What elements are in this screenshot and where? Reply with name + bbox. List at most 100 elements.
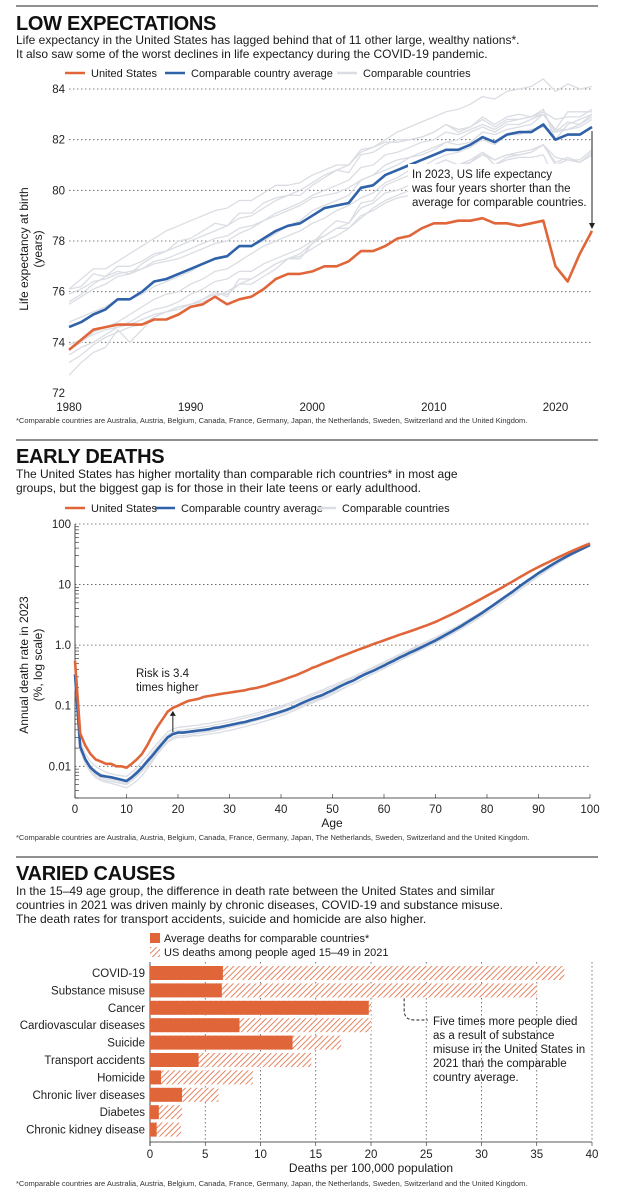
chart2-gap-arrowhead (169, 710, 176, 716)
chart-varied-causes: VARIED CAUSES In the 15–49 age group, th… (16, 856, 599, 1188)
chart2-x-tick-labels: 0 10 20 30 40 50 60 70 80 90 100 (72, 804, 600, 816)
x-tick-60: 60 (378, 804, 391, 816)
chart2-xlabel: Age (321, 816, 343, 830)
chart1-gap-arrowhead (589, 223, 595, 229)
x-tick-25: 25 (420, 1149, 433, 1161)
chart1-annotation-bg (408, 164, 592, 212)
chart2-ylabel-line2: (%, log scale) (31, 629, 45, 702)
bar-comparable-2 (150, 1000, 369, 1015)
chart3-subtitle-line3: The death rates for transport accidents,… (16, 912, 426, 926)
chart1-annotation-line2: was four years shorter than the (411, 183, 571, 195)
chart-life-expectancy: LOW EXPECTATIONS Life expectancy in the … (16, 5, 598, 425)
country-line-8 (68, 111, 592, 295)
chart3-annotation-line3: misuse in the United States in (433, 1044, 585, 1056)
x-tick-40: 40 (275, 804, 288, 816)
x-tick-30: 30 (475, 1149, 488, 1161)
us-line (68, 216, 594, 351)
country-line-9 (68, 108, 593, 290)
bar-comparable-8 (150, 1105, 159, 1120)
x-tick-0: 0 (72, 804, 78, 816)
country-line-11 (68, 144, 593, 376)
country-line-1 (68, 78, 593, 305)
y-tick-0.1: 0.1 (55, 701, 71, 713)
chart1-legend: United States Comparable country average… (65, 68, 471, 80)
country-line-1 (74, 545, 591, 789)
average-line (68, 123, 593, 329)
chart3-annotation: Five times more people died as a result … (403, 998, 585, 1084)
chart1-subtitle-line1: Life expectancy in the United States has… (16, 33, 519, 47)
bar-comparable-5 (150, 1053, 199, 1067)
x-tick-30: 30 (223, 804, 236, 816)
bar-us-0 (150, 966, 565, 980)
y-tick-100: 100 (52, 519, 71, 531)
y-tick-76: 76 (52, 287, 65, 299)
legend-comparable-swatch (150, 933, 160, 943)
chart1-subtitle-line2: It also saw some of the worst declines i… (16, 47, 488, 61)
y-tick-84: 84 (52, 84, 65, 96)
x-tick-2020: 2020 (543, 402, 569, 414)
chart3-annotation-line2: as a result of substance (433, 1030, 554, 1042)
y-tick-10: 10 (58, 580, 71, 592)
bar-us-1 (150, 983, 537, 998)
y-tick-80: 80 (52, 185, 65, 197)
x-tick-40: 40 (586, 1149, 599, 1161)
chart3-title: VARIED CAUSES (16, 863, 175, 885)
x-tick-15: 15 (309, 1149, 322, 1161)
country-line-10 (68, 151, 593, 356)
x-tick-100: 100 (580, 804, 599, 816)
bar-comparable-6 (150, 1070, 162, 1085)
chart1-annotation-line3: average for comparable countries. (412, 197, 587, 209)
chart1-annotation: In 2023, US life expectancy was four yea… (408, 131, 595, 229)
legend-us-label: United States (91, 503, 158, 515)
category-label-3: Cardiovascular diseases (20, 1020, 146, 1032)
chart2-y-tick-labels: 0.01 0.1 1.0 10 100 (49, 519, 71, 773)
x-tick-5: 5 (202, 1149, 208, 1161)
chart2-subtitle-line2: groups, but the biggest gap is for those… (16, 481, 421, 495)
chart3-bars (150, 966, 565, 1137)
y-tick-78: 78 (52, 236, 65, 248)
chart1-y-tick-labels: 72 74 76 78 80 82 84 (52, 84, 65, 400)
category-label-6: Homicide (97, 1072, 145, 1084)
bar-comparable-9 (150, 1122, 157, 1137)
category-label-7: Chronic liver diseases (33, 1090, 146, 1102)
chart1-ylabel-line1: Life expectancy at birth (17, 187, 31, 310)
chart2-footnote: *Comparable countries are Australia, Aus… (16, 833, 530, 842)
chart3-x-tick-labels: 0 5 10 15 20 25 30 35 40 (147, 1149, 599, 1161)
x-tick-2010: 2010 (421, 402, 447, 414)
category-label-0: COVID-19 (92, 968, 145, 980)
y-tick-72: 72 (52, 388, 65, 400)
chart1-series (68, 78, 594, 376)
chart2-ylabel-line1: Annual death rate in 2023 (17, 596, 31, 734)
chart-early-deaths: EARLY DEATHS The United States has highe… (16, 439, 600, 842)
legend-us-swatch (150, 947, 160, 957)
chart2-title: EARLY DEATHS (16, 446, 164, 468)
country-line-5 (74, 545, 591, 786)
chart3-legend: Average deaths for comparable countries*… (150, 933, 388, 959)
legend-countries-label: Comparable countries (342, 503, 450, 515)
x-tick-80: 80 (481, 804, 494, 816)
x-tick-1990: 1990 (178, 402, 204, 414)
category-label-1: Substance misuse (51, 985, 145, 997)
chart2-gridlines (74, 523, 591, 799)
chart2-series (73, 542, 591, 789)
chart2-legend: United States Comparable country average… (65, 503, 450, 515)
chart3-annotation-line5: country average. (433, 1072, 519, 1084)
legend-us-label: US deaths among people aged 15–49 in 202… (164, 947, 388, 959)
x-tick-90: 90 (532, 804, 545, 816)
legend-countries-label: Comparable countries (363, 68, 471, 80)
x-tick-20: 20 (172, 804, 185, 816)
chart2-annotation: Risk is 3.4 times higher (136, 668, 199, 733)
y-tick-1: 1.0 (55, 640, 71, 652)
category-label-5: Transport accidents (44, 1055, 145, 1067)
x-tick-50: 50 (326, 804, 339, 816)
bar-comparable-4 (150, 1035, 293, 1050)
country-line-5 (68, 113, 593, 323)
legend-us-label: United States (91, 68, 158, 80)
chart3-subtitle-line1: In the 15–49 age group, the difference i… (16, 884, 495, 898)
category-label-8: Diabetes (100, 1107, 146, 1119)
x-tick-70: 70 (429, 804, 442, 816)
category-label-2: Cancer (108, 1003, 145, 1015)
legend-average-label: Comparable country average (181, 503, 323, 515)
chart3-annotation-line4: 2021 than the comparable (433, 1058, 567, 1070)
average-line (73, 543, 591, 783)
